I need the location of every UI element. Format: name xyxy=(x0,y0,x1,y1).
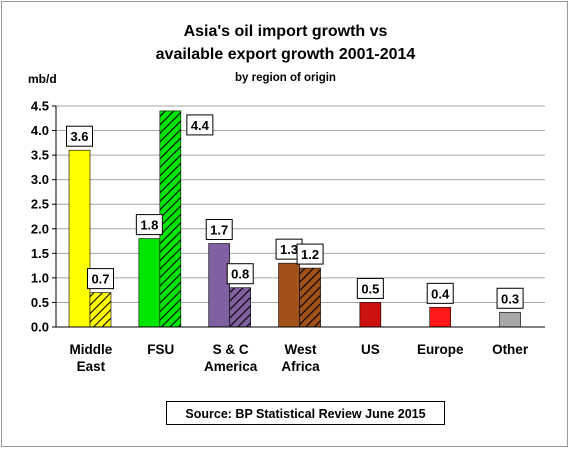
x-tick-label: Africa xyxy=(281,359,320,374)
x-tick-label: Middle xyxy=(70,342,113,357)
y-tick-label: 1.0 xyxy=(31,270,49,285)
x-tick-label: America xyxy=(204,359,258,374)
chart-title-line2: available export growth 2001-2014 xyxy=(155,46,416,63)
y-tick-label: 0.0 xyxy=(31,320,49,335)
y-tick-label: 2.0 xyxy=(31,221,49,236)
x-tick-label: Other xyxy=(492,342,529,357)
data-label-text: 1.3 xyxy=(280,242,298,257)
data-label: 1.3 xyxy=(275,238,303,260)
y-tick-labels: 0.0 0.5 1.0 1.5 2.0 2.5 3.0 3.5 4.0 4.5 xyxy=(31,99,49,335)
data-label: 0.5 xyxy=(356,277,384,299)
data-label: 1.7 xyxy=(205,219,233,241)
x-tick-label: S & C xyxy=(213,342,249,357)
axes xyxy=(55,106,545,328)
y-tick-label: 4.0 xyxy=(31,123,49,138)
bar-solid xyxy=(208,243,231,328)
x-tick-label: Europe xyxy=(417,342,464,357)
data-label-text: 1.8 xyxy=(140,218,158,233)
bar-solid xyxy=(429,307,452,328)
bar-hatched xyxy=(299,267,321,328)
data-label-text: 3.6 xyxy=(70,129,88,144)
y-tick-label: 2.5 xyxy=(31,197,49,212)
y-tick-label: 3.0 xyxy=(31,172,49,187)
data-label: 3.6 xyxy=(66,125,93,147)
bar-hatched xyxy=(89,292,112,328)
y-tick-label: 4.5 xyxy=(31,99,49,114)
x-tick-label: FSU xyxy=(147,342,174,357)
data-label-text: 0.3 xyxy=(501,291,519,306)
x-tick-label: US xyxy=(361,342,380,357)
bar-hatched xyxy=(229,287,252,328)
bar-solid xyxy=(138,238,161,328)
x-tick-label: East xyxy=(77,359,106,374)
bar-solid xyxy=(68,149,91,328)
bars xyxy=(68,110,521,328)
y-tick-label: 0.5 xyxy=(31,295,49,310)
data-label-text: 4.4 xyxy=(191,118,210,133)
data-label-text: 1.7 xyxy=(210,223,228,238)
data-label: 0.8 xyxy=(226,263,254,285)
chart-subtitle: by region of origin xyxy=(235,72,336,84)
data-label: 0.7 xyxy=(87,268,114,290)
data-label: 4.4 xyxy=(186,114,214,136)
data-label: 1.2 xyxy=(296,243,324,265)
bar-solid xyxy=(278,262,300,328)
x-tick-label: West xyxy=(284,342,317,357)
chart-title-line1: Asia's oil import growth vs xyxy=(183,23,388,40)
chart-title: Asia's oil import growth vs available ex… xyxy=(2,20,569,66)
bar-solid xyxy=(499,311,521,328)
y-tick-label: 3.5 xyxy=(31,148,49,163)
data-label-text: 0.8 xyxy=(231,267,249,282)
data-label: 0.4 xyxy=(426,282,454,304)
data-labels: 3.6 0.7 1.8 4.4 1.7 0.8 1.3 1.2 0.5 0.4 0.3 xyxy=(66,114,524,309)
y-tick-label: 1.5 xyxy=(31,246,49,261)
data-label-text: 0.5 xyxy=(361,281,379,296)
x-tick-labels: Middle East FSU S & C America West Africa US Eur… xyxy=(70,342,529,374)
source-note: Source: BP Statistical Review June 2015 xyxy=(166,401,445,425)
data-label-text: 0.4 xyxy=(431,286,450,301)
bar-solid xyxy=(359,302,382,328)
data-label: 1.8 xyxy=(135,214,163,236)
data-label-text: 0.7 xyxy=(91,272,109,287)
data-label-text: 1.2 xyxy=(301,247,319,262)
bar-hatched xyxy=(159,110,182,328)
data-label: 0.3 xyxy=(496,287,524,309)
y-axis-label: mb/d xyxy=(28,72,57,86)
